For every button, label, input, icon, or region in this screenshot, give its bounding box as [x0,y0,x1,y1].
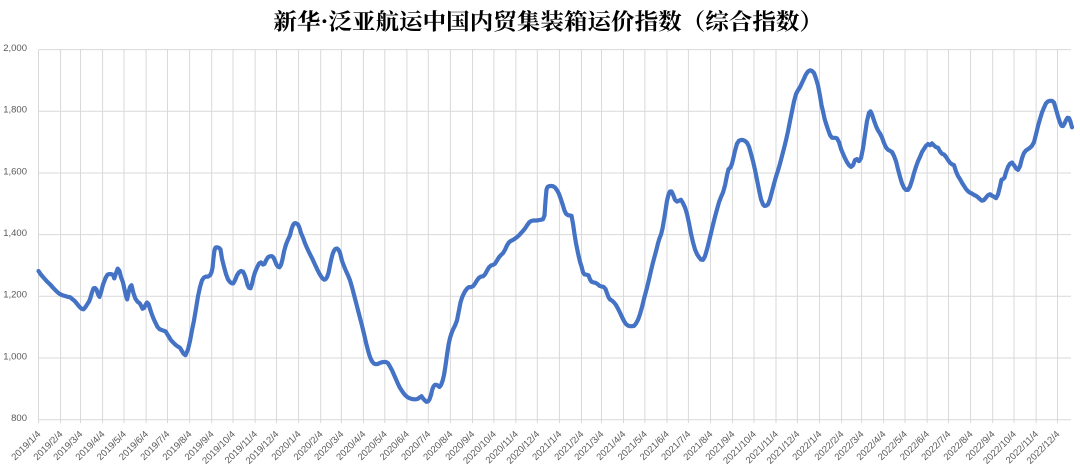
svg-text:1,600: 1,600 [3,166,27,177]
svg-text:2,000: 2,000 [3,43,27,54]
svg-text:1,400: 1,400 [3,228,27,239]
svg-text:1,000: 1,000 [3,351,27,362]
svg-text:1,200: 1,200 [3,290,27,301]
svg-text:800: 800 [11,413,27,424]
svg-text:1,800: 1,800 [3,105,27,116]
